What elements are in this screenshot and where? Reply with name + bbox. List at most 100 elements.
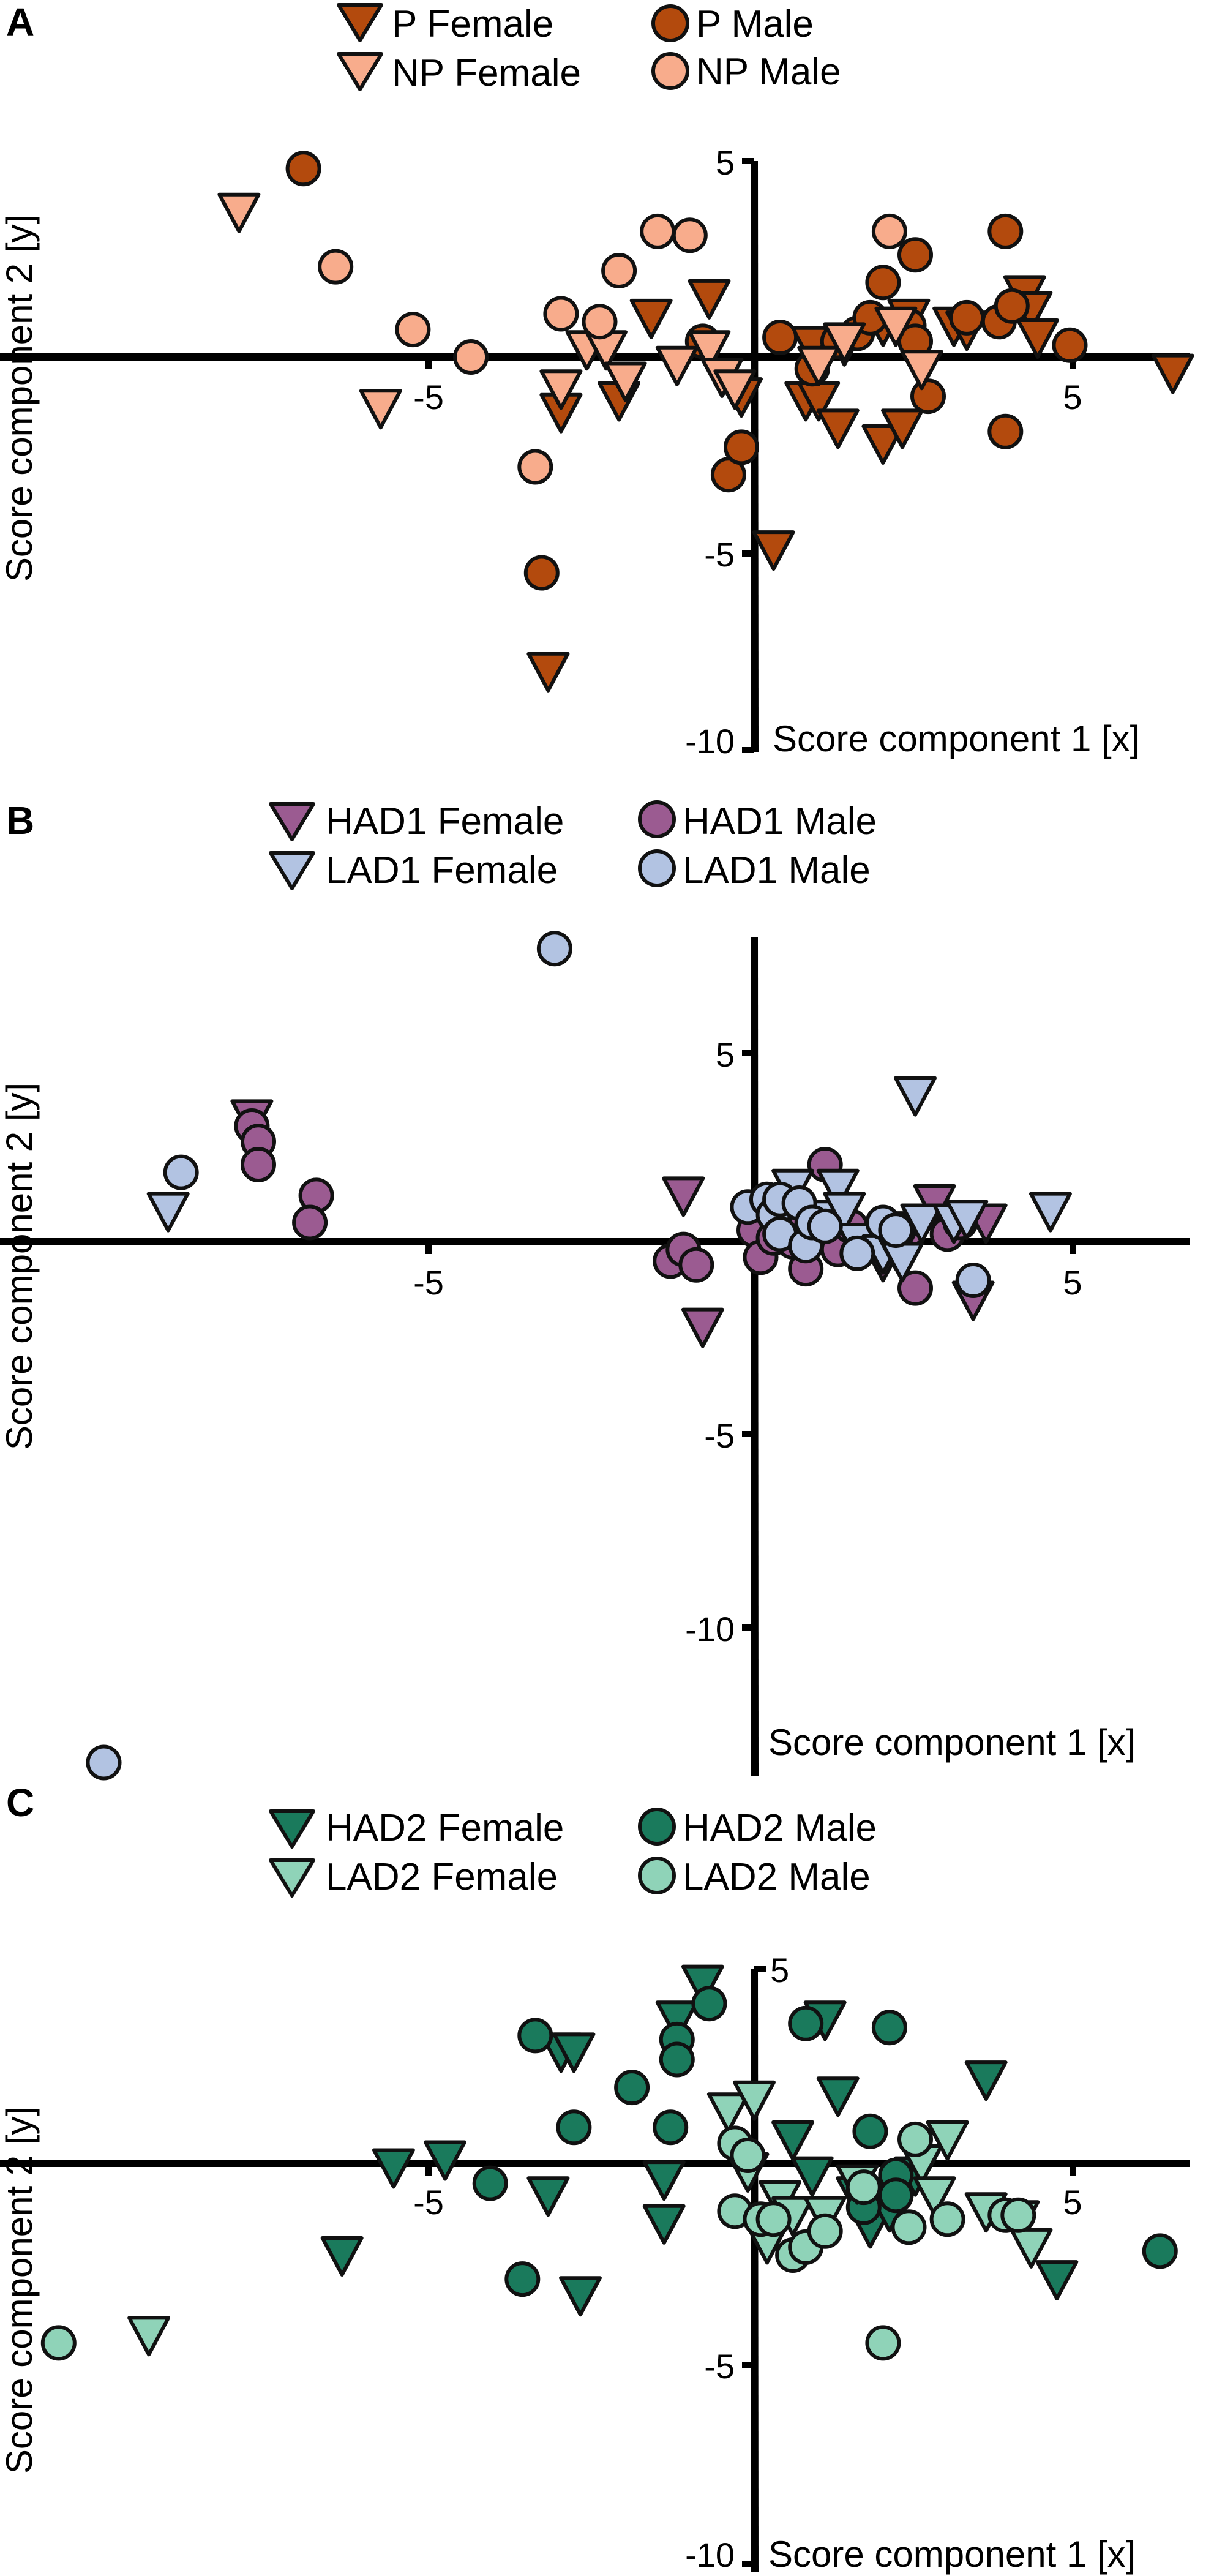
point-np-male-5 (543, 296, 579, 332)
panel-c-x-tick-label-5: 5 (1063, 2183, 1082, 2221)
point-had2-female-3 (424, 2140, 466, 2181)
point-lad1-female-13 (945, 1200, 989, 1241)
legend-item-had2-male: HAD2 Male (638, 1807, 877, 1849)
point-lad2-female-4 (733, 2080, 776, 2121)
panel-a: A P Female P Male NP Female NP Male (0, 0, 1194, 760)
point-lad2-male-10 (845, 2169, 882, 2206)
panel-c-legend: HAD2 Female HAD2 Male LAD2 Female LAD2 M… (269, 1807, 877, 1898)
point-p-male-2 (523, 555, 560, 591)
point-lad2-male-3 (730, 2138, 766, 2173)
point-lad1-male-16 (955, 1263, 991, 1298)
panel-b-y-axis (751, 936, 759, 1776)
point-p-male-14 (897, 237, 933, 273)
point-p-male-11 (865, 265, 901, 301)
panel-a-label: A (6, 0, 34, 44)
point-lad2-female-3 (706, 2092, 750, 2133)
point-p-female-11 (816, 408, 860, 449)
point-np-male-9 (672, 217, 708, 253)
point-np-male-10 (871, 213, 907, 249)
point-lad2-male-6 (755, 2201, 792, 2237)
legend-label-lad1-male: LAD1 Male (683, 849, 871, 892)
point-lad2-male-9 (807, 2213, 843, 2249)
point-p-male-18 (987, 213, 1024, 249)
point-had2-female-9 (642, 2204, 686, 2245)
point-np-female-14 (900, 350, 943, 391)
point-had2-male-1 (504, 2261, 541, 2297)
point-np-female-11 (797, 345, 841, 386)
point-had1-male-3 (241, 1147, 276, 1182)
point-np-male-3 (453, 339, 489, 375)
legend-marker-had2-female (269, 1809, 315, 1849)
point-had1-female-3 (681, 1307, 724, 1348)
legend-label-np-female: NP Female (392, 52, 581, 94)
point-had2-male-5 (614, 2070, 650, 2106)
point-np-male-4 (517, 449, 553, 485)
point-np-male-6 (582, 304, 618, 340)
panel-c-y-tick-label-5: 5 (770, 1951, 789, 1989)
point-p-female-22 (1151, 353, 1194, 394)
point-np-female-13 (874, 306, 918, 347)
point-p-female-2 (526, 652, 570, 693)
point-np-female-6 (604, 361, 647, 402)
point-had2-male-8 (659, 2041, 695, 2078)
panel-b-y-axis-title: Score component 2 [y] (0, 1083, 40, 1450)
point-np-male-7 (601, 253, 637, 288)
legend-marker-lad1-female (269, 851, 315, 890)
legend-label-lad2-female: LAD2 Female (326, 1856, 558, 1898)
legend-marker-had1-male (638, 800, 676, 838)
panel-b-y-tick-label-neg5: -5 (704, 1416, 735, 1455)
point-had1-female-2 (662, 1176, 705, 1217)
point-p-female-21 (1016, 318, 1059, 359)
point-had2-female-2 (372, 2148, 415, 2189)
legend-item-np-female: NP Female (337, 52, 581, 94)
legend-item-lad2-female: LAD2 Female (269, 1856, 558, 1898)
legend-item-p-female: P Female (337, 3, 553, 45)
point-had2-female-6 (552, 2032, 596, 2073)
legend-label-np-male: NP Male (696, 51, 841, 93)
panel-b-x-tick-label-5: 5 (1063, 1263, 1082, 1302)
panel-a-y-tick-label-neg10: -10 (685, 722, 735, 760)
point-lad1-male-13 (839, 1235, 875, 1271)
panel-a-y-axis-title: Score component 2 [y] (0, 214, 40, 582)
point-lad2-male-1 (40, 2325, 77, 2361)
legend-item-p-male: P Male (651, 3, 814, 45)
panel-a-x-tick-label-neg5: -5 (413, 378, 444, 416)
legend-item-had2-female: HAD2 Female (269, 1807, 564, 1849)
point-p-female-4 (629, 298, 673, 339)
legend-item-had1-female: HAD1 Female (269, 800, 564, 843)
point-np-female-2 (359, 389, 402, 430)
panel-a-y-tick-label-5: 5 (716, 143, 735, 182)
point-had2-female-12 (771, 2120, 815, 2161)
panel-b-y-tick-label-5: 5 (716, 1035, 735, 1074)
legend-marker-p-male (651, 4, 689, 42)
legend-marker-lad2-female (269, 1858, 315, 1898)
point-lad2-male-11 (865, 2325, 901, 2361)
point-lad1-female-11 (894, 1076, 937, 1117)
point-had2-female-10 (655, 2000, 699, 2041)
point-lad1-male-2 (86, 1744, 122, 1781)
panel-b-label: B (6, 798, 34, 843)
panel-b-points (86, 931, 1072, 1781)
point-had2-female-5 (526, 2176, 570, 2217)
point-p-male-16 (949, 299, 985, 336)
point-np-female-12 (823, 322, 866, 363)
point-had2-male-10 (788, 2005, 824, 2041)
point-had2-female-15 (816, 2076, 860, 2117)
point-had2-female-1 (320, 2236, 364, 2277)
panel-c-x-tick-label-neg5: -5 (413, 2183, 444, 2221)
point-had2-male-2 (517, 2018, 553, 2054)
point-had2-male-9 (691, 1986, 727, 2022)
legend-marker-p-female (337, 3, 383, 42)
legend-marker-lad1-male (638, 849, 676, 887)
point-lad1-male-12 (807, 1208, 843, 1244)
legend-marker-np-female (337, 52, 383, 91)
point-lad2-female-12 (926, 2120, 969, 2161)
legend-label-p-male: P Male (696, 3, 814, 45)
point-had2-female-20 (964, 2060, 1008, 2101)
point-had2-male-16 (1142, 2233, 1178, 2269)
legend-marker-had1-female (269, 802, 315, 841)
point-np-female-8 (688, 330, 731, 371)
point-had2-male-12 (852, 2113, 888, 2149)
panel-b-y-tick-label-neg10: -10 (685, 1610, 735, 1648)
point-p-female-5 (688, 279, 731, 320)
